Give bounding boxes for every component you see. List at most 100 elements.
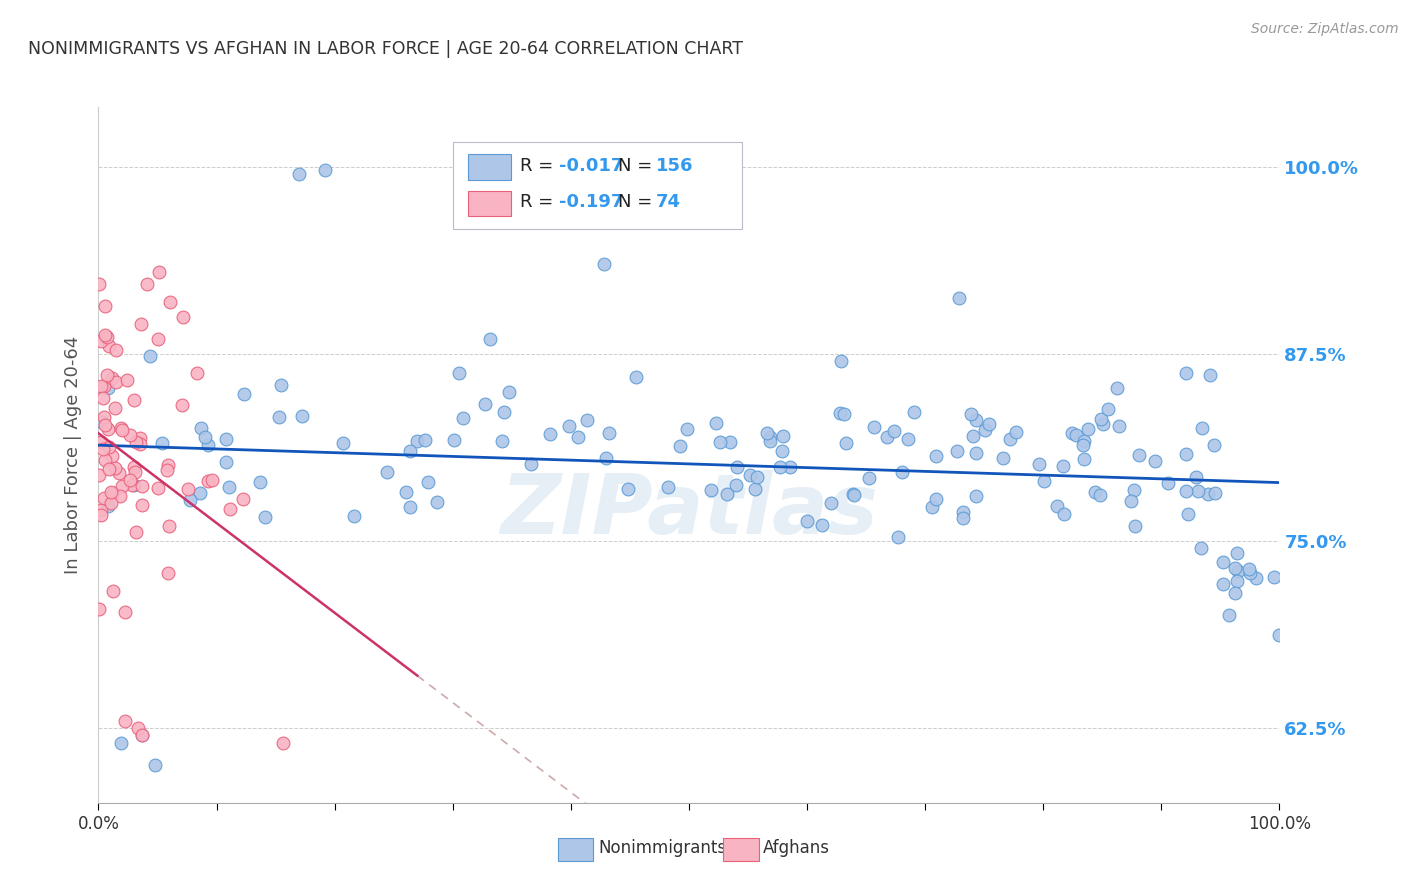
Point: [1046, 500, 1069, 514]
Point: [576, 412, 599, 426]
Point: [1005, 425, 1028, 439]
Point: [375, 465, 398, 479]
Point: [965, 413, 987, 427]
Point: [1218, 607, 1240, 622]
Point: [478, 332, 501, 346]
Point: [135, 277, 157, 291]
Point: [820, 496, 842, 510]
Point: [1202, 438, 1225, 452]
Point: [172, 398, 194, 412]
Point: [451, 410, 474, 425]
Point: [172, 310, 194, 324]
Point: [107, 467, 129, 481]
Point: [897, 432, 920, 446]
Point: [90, 334, 112, 348]
Point: [129, 317, 152, 331]
Point: [1071, 438, 1094, 452]
Y-axis label: In Labor Force | Age 20-64: In Labor Force | Age 20-64: [65, 335, 83, 574]
Point: [449, 366, 471, 380]
Point: [925, 491, 948, 506]
Text: Nonimmigrants: Nonimmigrants: [598, 839, 725, 857]
Point: [91, 391, 114, 405]
Point: [1090, 411, 1112, 425]
Point: [595, 450, 617, 465]
Point: [118, 428, 141, 442]
Point: [945, 443, 967, 458]
Point: [395, 485, 418, 500]
Point: [104, 343, 127, 357]
Point: [97, 440, 120, 454]
Text: ZIPatlas: ZIPatlas: [501, 470, 877, 551]
Point: [104, 401, 127, 416]
Point: [709, 434, 731, 449]
Point: [1128, 448, 1150, 462]
Point: [1175, 447, 1198, 461]
Point: [270, 377, 292, 392]
Text: N =: N =: [619, 157, 658, 175]
Point: [125, 434, 148, 449]
Point: [131, 498, 153, 512]
Point: [1175, 483, 1198, 498]
Point: [592, 257, 614, 271]
Point: [96, 330, 118, 344]
Point: [190, 421, 212, 435]
FancyBboxPatch shape: [453, 142, 742, 229]
FancyBboxPatch shape: [468, 191, 510, 216]
Point: [567, 430, 589, 444]
Point: [1077, 422, 1099, 436]
Point: [830, 354, 852, 368]
Point: [156, 463, 179, 477]
Point: [1092, 417, 1115, 431]
Point: [1197, 487, 1219, 501]
Point: [93, 379, 115, 393]
Point: [624, 369, 647, 384]
Point: [1144, 454, 1167, 468]
Point: [952, 505, 974, 519]
Point: [146, 481, 169, 495]
Point: [115, 373, 138, 387]
Point: [159, 294, 181, 309]
Point: [883, 425, 905, 439]
Point: [443, 433, 465, 447]
Point: [1028, 457, 1050, 471]
Point: [101, 450, 124, 464]
Point: [832, 407, 855, 421]
Point: [111, 423, 134, 437]
Point: [93, 410, 115, 425]
Point: [150, 436, 173, 450]
Point: [474, 397, 496, 411]
Point: [1066, 428, 1088, 442]
Point: [863, 419, 886, 434]
Point: [190, 485, 212, 500]
Point: [1227, 564, 1250, 578]
Point: [1052, 459, 1074, 474]
Point: [699, 483, 721, 498]
Point: [93, 299, 115, 313]
Point: [122, 460, 145, 475]
Point: [779, 459, 801, 474]
Point: [725, 459, 748, 474]
Point: [194, 430, 217, 444]
Point: [769, 460, 792, 475]
Point: [1108, 419, 1130, 434]
Point: [131, 729, 153, 743]
Point: [1123, 519, 1146, 533]
Point: [94, 452, 117, 467]
Point: [960, 408, 983, 422]
Point: [177, 482, 200, 496]
Point: [965, 446, 987, 460]
Point: [744, 482, 766, 496]
Point: [426, 494, 449, 508]
Point: [903, 404, 925, 418]
Point: [314, 162, 336, 177]
Point: [1097, 401, 1119, 416]
Point: [558, 419, 581, 434]
Point: [842, 487, 865, 501]
Point: [157, 566, 180, 580]
Point: [676, 422, 699, 436]
Point: [1226, 574, 1249, 589]
Point: [1212, 577, 1234, 591]
Point: [1239, 562, 1261, 576]
Point: [110, 736, 132, 750]
Point: [186, 366, 208, 380]
